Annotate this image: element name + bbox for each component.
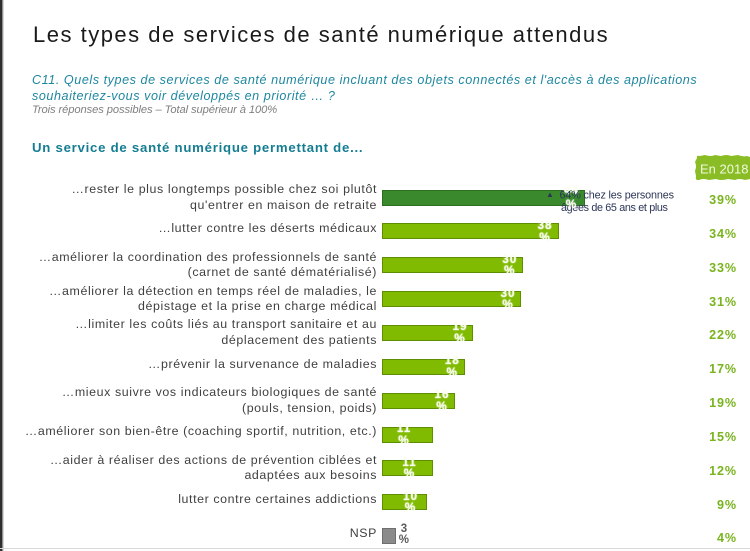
svg-text:En 2018: En 2018 bbox=[700, 162, 748, 177]
